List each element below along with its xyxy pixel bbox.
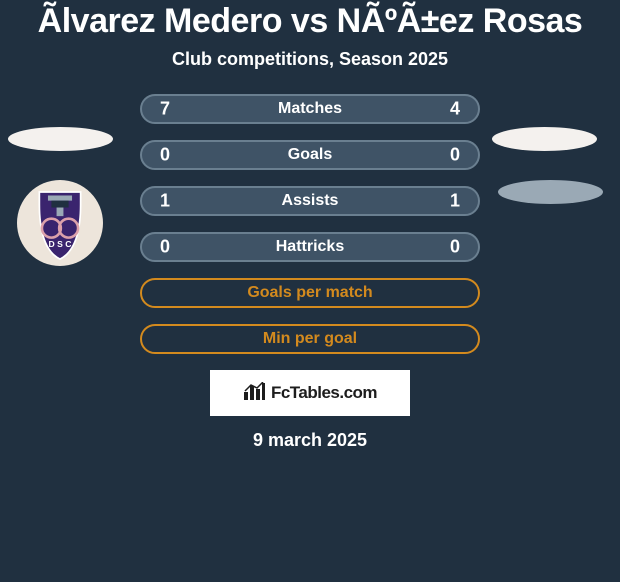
stat-label: Hattricks (276, 238, 344, 256)
stat-row: Goals per match (140, 278, 480, 308)
stat-label: Min per goal (263, 330, 357, 348)
svg-text:D S C: D S C (49, 239, 72, 249)
right-team-oval-2 (498, 180, 603, 204)
stat-right-value: 1 (450, 191, 460, 212)
stats-rows: 7 Matches 4 0 Goals 0 1 Assists 1 0 Hattricks 0 Goal… (140, 94, 480, 354)
stat-label: Assists (282, 192, 339, 210)
stat-row: 0 Hattricks 0 (140, 232, 480, 262)
stat-label: Goals per match (247, 284, 372, 302)
stat-row: 0 Goals 0 (140, 140, 480, 170)
page-title: Ãlvarez Medero vs NÃºÃ±ez Rosas (0, 2, 620, 41)
fctables-label: FcTables.com (271, 383, 377, 403)
stat-right-value: 4 (450, 99, 460, 120)
stat-label: Goals (288, 146, 332, 164)
fctables-bars-icon (243, 382, 265, 405)
stat-right-value: 0 (450, 237, 460, 258)
stat-left-value: 7 (160, 99, 170, 120)
team-badge: D S C (17, 180, 103, 266)
stat-left-value: 0 (160, 237, 170, 258)
subtitle: Club competitions, Season 2025 (0, 49, 620, 70)
stat-right-value: 0 (450, 145, 460, 166)
fctables-attribution: FcTables.com (210, 370, 410, 416)
stat-left-value: 0 (160, 145, 170, 166)
stat-left-value: 1 (160, 191, 170, 212)
stat-label: Matches (278, 100, 342, 118)
left-team-oval (8, 127, 113, 151)
stat-row: 7 Matches 4 (140, 94, 480, 124)
right-team-oval (492, 127, 597, 151)
stat-row: 1 Assists 1 (140, 186, 480, 216)
stat-row: Min per goal (140, 324, 480, 354)
team-crest-icon: D S C (17, 180, 103, 266)
date-text: 9 march 2025 (0, 430, 620, 451)
